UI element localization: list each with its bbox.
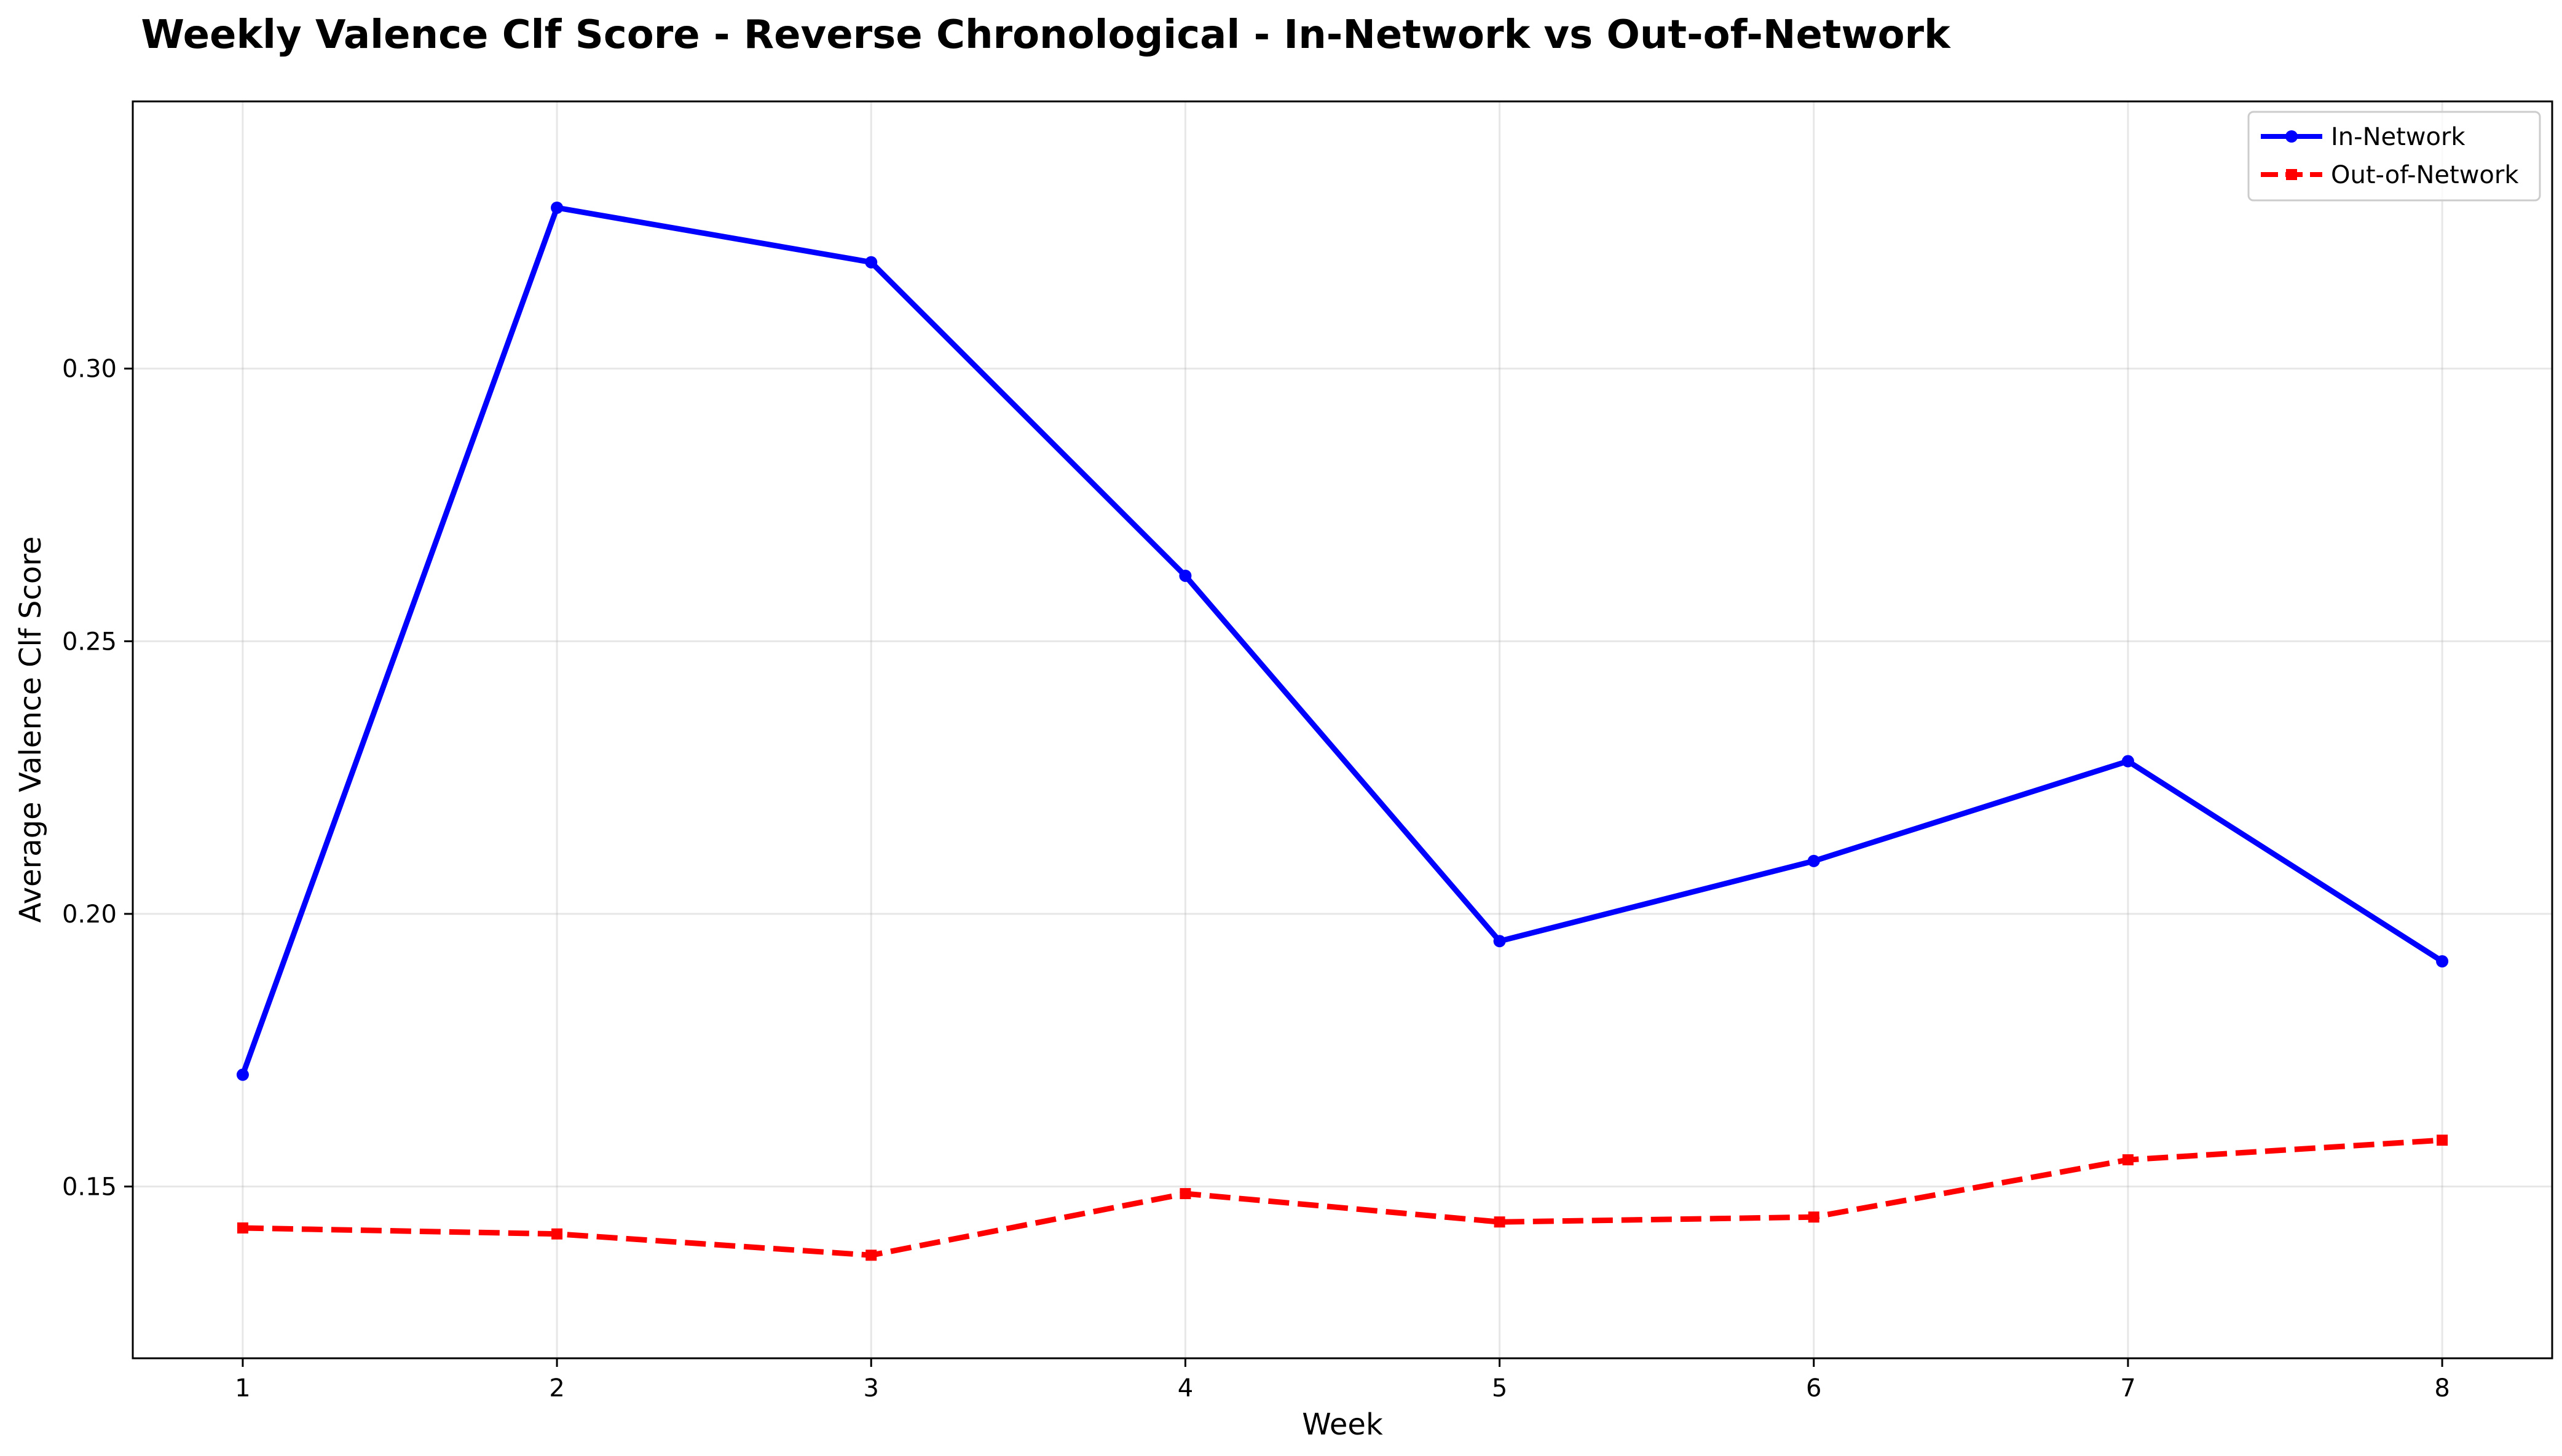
chart-title: Weekly Valence Clf Score - Reverse Chron… (141, 12, 1951, 58)
ticks: 1 2 3 4 5 6 7 8 0.15 0.20 0.25 0.30 (62, 355, 2450, 1403)
y-tick-label: 0.20 (62, 900, 117, 929)
x-tick-label: 4 (1178, 1374, 1193, 1403)
legend-marker-out-of-network (2286, 169, 2297, 180)
series-line-out-of-network (242, 1137, 2443, 1258)
data-point-out-of-network (2437, 1135, 2448, 1146)
series-line-in-network (240, 205, 2444, 1076)
x-tick-label: 2 (549, 1374, 564, 1403)
data-point-in-network (236, 1068, 249, 1081)
data-point-in-network (1493, 935, 1506, 948)
data-point-in-network (1179, 569, 1192, 582)
data-point-out-of-network (2122, 1154, 2134, 1166)
x-tick-label: 3 (864, 1374, 879, 1403)
data-point-out-of-network (1180, 1188, 1191, 1200)
legend-marker-in-network (2285, 130, 2298, 143)
x-axis-label: Week (1302, 1407, 1383, 1442)
y-tick-label: 0.15 (62, 1173, 117, 1202)
data-point-in-network (551, 202, 564, 214)
y-axis-label: Average Valence Clf Score (14, 537, 48, 923)
data-point-in-network (865, 256, 878, 269)
x-tick-label: 7 (2120, 1374, 2135, 1403)
data-point-out-of-network (865, 1249, 877, 1261)
data-point-in-network (1807, 854, 1820, 867)
x-tick-label: 6 (1806, 1374, 1821, 1403)
x-tick-label: 8 (2434, 1374, 2450, 1403)
series-layer (236, 202, 2449, 1261)
plot-frame (132, 100, 2553, 1360)
data-point-in-network (2436, 955, 2449, 968)
x-tick-label: 5 (1492, 1374, 1507, 1403)
data-point-out-of-network (237, 1222, 248, 1234)
x-tick-label: 1 (235, 1374, 250, 1403)
legend: In-Network Out-of-Network (2247, 111, 2541, 202)
legend-label-in-network: In-Network (2331, 123, 2465, 151)
data-point-out-of-network (1494, 1216, 1505, 1228)
y-tick-label: 0.30 (62, 355, 117, 384)
data-point-in-network (2121, 755, 2134, 768)
data-point-out-of-network (1808, 1211, 1819, 1223)
legend-label-out-of-network: Out-of-Network (2331, 161, 2519, 189)
grid (133, 101, 2552, 1358)
data-point-out-of-network (551, 1228, 563, 1240)
y-tick-label: 0.25 (62, 628, 117, 656)
